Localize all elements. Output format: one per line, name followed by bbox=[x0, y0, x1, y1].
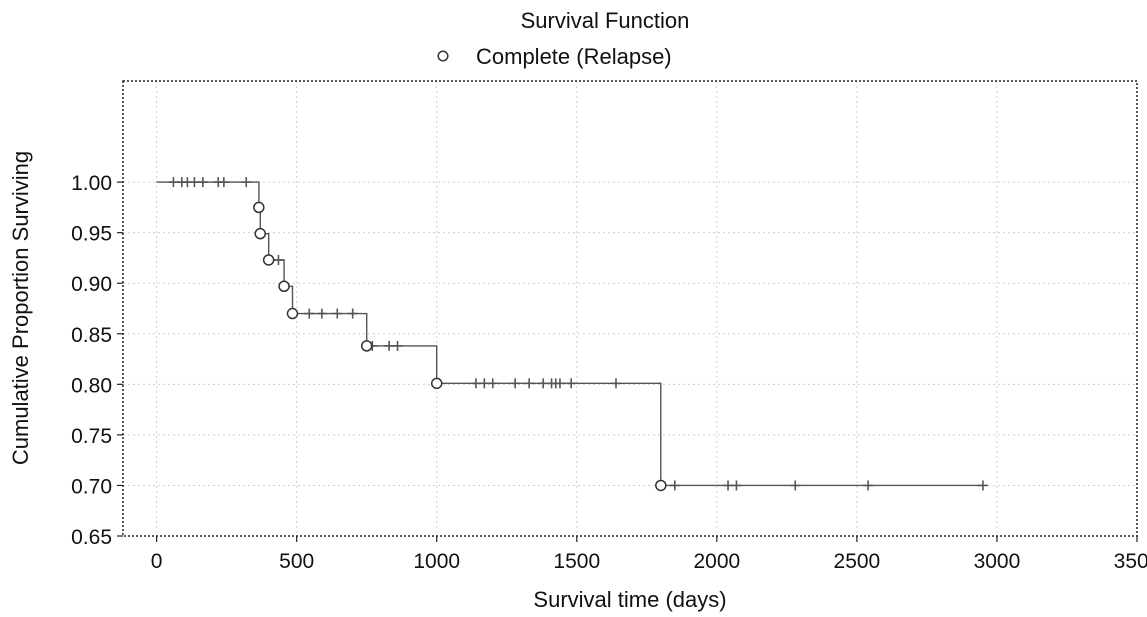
event-marker bbox=[286, 307, 299, 320]
x-tick-label: 3000 bbox=[974, 550, 1021, 573]
x-tick-label: 500 bbox=[279, 550, 314, 573]
plot-frame bbox=[122, 80, 1138, 537]
censor-mark bbox=[487, 378, 498, 389]
y-tick-label: 0.65 bbox=[71, 526, 112, 549]
x-axis-tickmarks bbox=[156, 536, 1138, 542]
censor-mark bbox=[316, 308, 327, 319]
censor-mark bbox=[863, 480, 874, 491]
y-tick-label: 0.70 bbox=[71, 475, 112, 498]
grid bbox=[123, 81, 1137, 536]
censor-mark bbox=[790, 480, 801, 491]
event-marker bbox=[360, 340, 373, 352]
censor-mark bbox=[977, 480, 988, 491]
censor-mark bbox=[538, 378, 549, 389]
x-axis-label: Survival time (days) bbox=[533, 587, 726, 612]
censor-mark bbox=[189, 177, 200, 188]
event-marker bbox=[262, 254, 275, 266]
event-marker bbox=[253, 201, 265, 214]
y-tick-label: 0.85 bbox=[71, 324, 112, 347]
censor-mark bbox=[304, 308, 315, 319]
censor-mark bbox=[241, 177, 252, 188]
x-tick-label: 1000 bbox=[413, 550, 460, 573]
y-tick-label: 0.75 bbox=[71, 425, 112, 448]
censor-mark bbox=[347, 308, 358, 319]
censor-mark bbox=[566, 378, 577, 389]
y-tick-label: 0.80 bbox=[71, 374, 112, 397]
y-tick-label: 0.95 bbox=[71, 223, 112, 246]
censor-mark bbox=[510, 378, 521, 389]
x-tick-label: 2000 bbox=[693, 550, 740, 573]
event-markers bbox=[253, 201, 667, 492]
event-marker bbox=[655, 479, 667, 492]
x-tick-label: 3500 bbox=[1114, 550, 1147, 573]
event-marker bbox=[254, 227, 267, 240]
censor-mark bbox=[479, 378, 490, 389]
censor-mark bbox=[731, 480, 742, 491]
censor-mark bbox=[610, 378, 621, 389]
censor-mark bbox=[273, 254, 284, 265]
y-axis-tick-labels: 0.65 0.70 0.75 0.80 0.85 0.90 0.95 1.00 bbox=[71, 172, 112, 549]
x-axis-tick-labels: 0 500 1000 1500 2000 2500 3000 3500 bbox=[151, 550, 1147, 573]
y-axis-tickmarks bbox=[117, 181, 123, 537]
x-tick-label: 0 bbox=[151, 550, 163, 573]
censor-mark bbox=[384, 340, 395, 351]
legend-label: Complete (Relapse) bbox=[476, 44, 672, 69]
event-marker bbox=[430, 377, 443, 390]
chart-title: Survival Function bbox=[521, 8, 690, 33]
legend: Complete (Relapse) bbox=[437, 44, 672, 69]
censor-mark bbox=[168, 177, 179, 188]
censor-mark bbox=[332, 308, 343, 319]
censor-mark bbox=[218, 177, 229, 188]
legend-marker-icon bbox=[437, 50, 449, 62]
censor-mark bbox=[723, 480, 734, 491]
y-tick-label: 1.00 bbox=[71, 172, 112, 195]
y-tick-label: 0.90 bbox=[71, 273, 112, 296]
y-axis-label: Cumulative Proportion Surviving bbox=[8, 151, 33, 465]
censor-mark bbox=[197, 177, 208, 188]
censor-mark bbox=[524, 378, 535, 389]
censor-mark bbox=[669, 480, 680, 491]
censor-mark bbox=[470, 378, 481, 389]
censor-mark bbox=[392, 340, 403, 351]
x-tick-label: 2500 bbox=[834, 550, 881, 573]
censor-mark bbox=[554, 378, 565, 389]
x-tick-label: 1500 bbox=[553, 550, 600, 573]
event-marker bbox=[278, 280, 290, 293]
